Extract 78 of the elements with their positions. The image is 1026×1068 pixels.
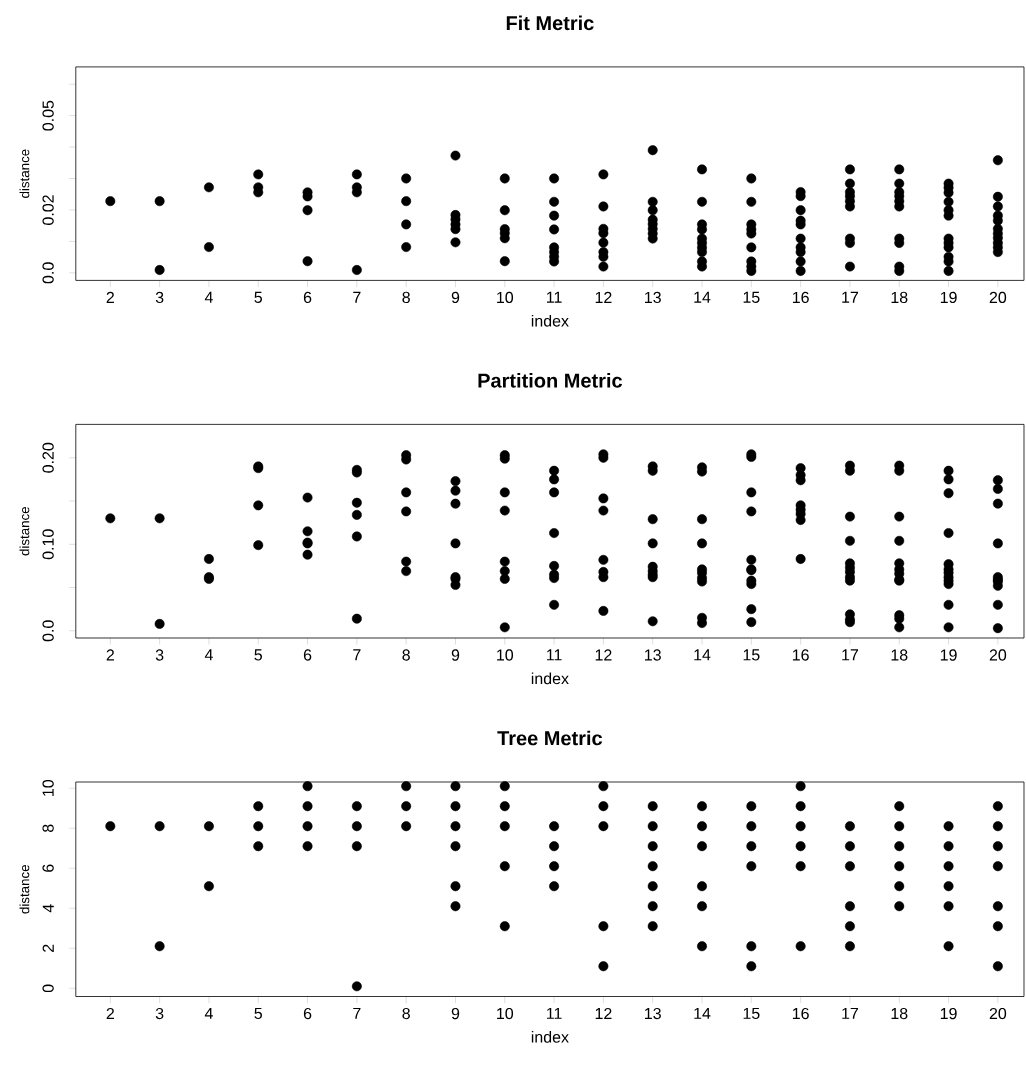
x-tick-label: 17	[842, 291, 859, 303]
x-tick-label: 12	[595, 649, 612, 661]
x-tick-label: 3	[155, 1007, 164, 1020]
y-axis-title: distance	[19, 865, 30, 914]
x-tick-label: 12	[595, 291, 612, 303]
y-tick-label: 6	[42, 864, 54, 872]
chart-title: Partition Metric	[478, 373, 623, 388]
x-tick-label: 3	[155, 291, 164, 304]
x-tick-label: 20	[989, 649, 1007, 661]
x-tick-label: 19	[940, 1007, 957, 1020]
y-tick-label: 0.20	[42, 442, 54, 473]
x-tick-label: 13	[645, 291, 661, 304]
x-tick-label: 14	[694, 291, 711, 303]
x-tick-label: 20	[989, 291, 1007, 304]
x-tick-label: 8	[402, 291, 410, 304]
x-tick-label: 16	[792, 291, 809, 304]
x-tick-label: 4	[204, 291, 213, 303]
x-tick-label: 17	[842, 1007, 859, 1019]
x-tick-label: 10	[497, 291, 514, 304]
x-tick-label: 7	[353, 291, 361, 303]
x-tick-label: 7	[353, 649, 361, 661]
x-tick-label: 9	[451, 649, 460, 661]
x-tick-label: 8	[402, 1007, 410, 1020]
y-tick-label: 0.02	[42, 195, 54, 225]
chart-title: Tree Metric	[497, 730, 603, 746]
x-tick-label: 13	[645, 649, 661, 661]
x-tick-label: 7	[353, 1007, 361, 1019]
x-tick-label: 8	[402, 649, 410, 661]
x-tick-label: 19	[940, 649, 957, 661]
x-axis-title: index	[531, 1031, 569, 1043]
x-tick-label: 2	[106, 649, 114, 661]
x-tick-label: 16	[792, 1007, 809, 1020]
x-tick-label: 11	[547, 649, 562, 661]
x-tick-label: 4	[204, 649, 213, 661]
x-tick-label: 14	[694, 1007, 711, 1019]
y-tick-label: 0.0	[42, 262, 54, 284]
x-tick-label: 17	[842, 649, 859, 661]
x-tick-label: 2	[106, 1007, 114, 1020]
x-tick-label: 15	[743, 649, 760, 661]
x-tick-label: 18	[891, 649, 908, 661]
x-tick-label: 6	[303, 649, 312, 661]
x-tick-label: 9	[451, 1007, 460, 1020]
x-tick-label: 5	[254, 291, 263, 303]
x-tick-label: 5	[254, 1007, 263, 1020]
y-axis-title: distance	[19, 149, 30, 198]
y-tick-label: 10	[42, 779, 54, 796]
y-tick-label: 0.05	[42, 100, 54, 131]
x-tick-label: 10	[497, 1007, 514, 1020]
x-tick-label: 14	[694, 649, 711, 661]
x-tick-label: 16	[792, 649, 809, 661]
y-tick-label: 0.10	[42, 529, 54, 560]
x-tick-label: 11	[547, 1007, 562, 1019]
x-tick-label: 10	[497, 649, 514, 661]
chart-title: Fit Metric	[506, 15, 594, 31]
x-tick-label: 15	[743, 291, 760, 303]
x-axis-title: index	[531, 672, 569, 685]
x-tick-label: 3	[155, 649, 164, 661]
x-tick-label: 9	[451, 291, 460, 304]
x-tick-label: 6	[303, 1007, 312, 1020]
x-tick-label: 15	[743, 1007, 760, 1020]
y-tick-label: 0	[42, 984, 54, 993]
x-tick-label: 20	[989, 1007, 1007, 1020]
x-tick-label: 12	[595, 1007, 612, 1020]
x-tick-label: 4	[204, 1007, 213, 1019]
x-tick-label: 6	[303, 291, 312, 304]
x-tick-label: 2	[106, 291, 114, 303]
y-tick-label: 0.0	[42, 620, 54, 642]
x-axis-title: index	[531, 314, 569, 327]
x-tick-label: 18	[891, 1007, 908, 1020]
x-tick-label: 5	[254, 649, 263, 661]
x-tick-label: 13	[645, 1007, 661, 1020]
y-tick-label: 8	[42, 824, 54, 832]
x-tick-label: 18	[891, 291, 908, 304]
x-tick-label: 11	[547, 291, 562, 303]
y-tick-label: 4	[42, 904, 54, 913]
y-axis-title: distance	[19, 506, 30, 556]
y-tick-label: 2	[42, 944, 54, 952]
x-tick-label: 19	[940, 291, 957, 304]
